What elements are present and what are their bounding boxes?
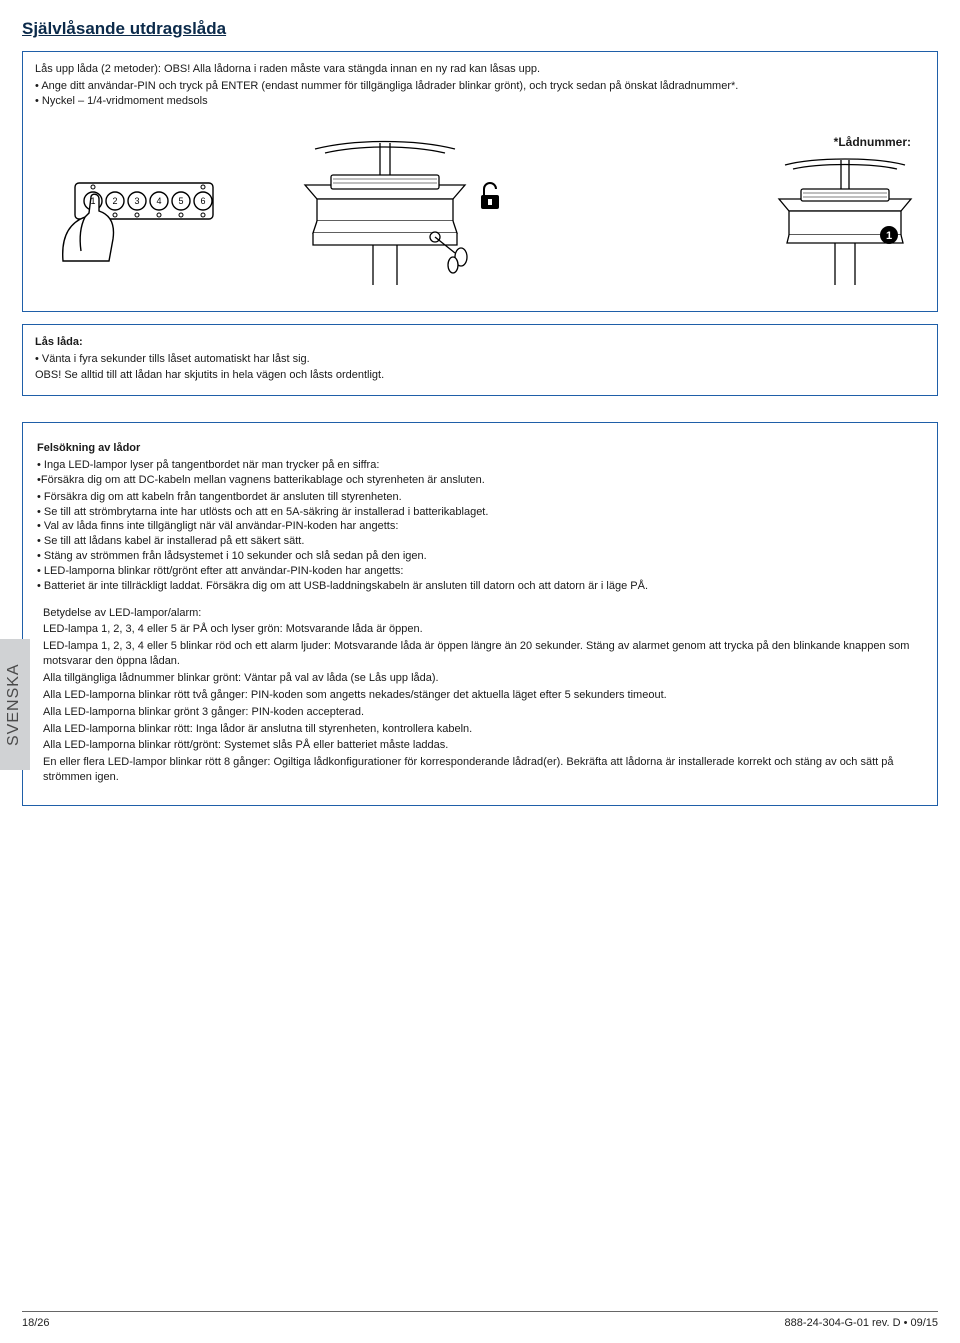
- drawer-number-illustration: *Lådnummer:: [765, 134, 925, 284]
- led-meaning-line: LED-lampa 1, 2, 3, 4 eller 5 blinkar röd…: [43, 639, 923, 669]
- page-footer: 18/26 888-24-304-G-01 rev. D • 09/15: [22, 1311, 938, 1331]
- led-meaning-line: Alla tillgängliga lådnummer blinkar grön…: [43, 671, 923, 686]
- lock-bullet-wait: Vänta i fyra sekunder tills låset automa…: [35, 352, 925, 367]
- svg-text:1: 1: [886, 230, 892, 242]
- troubleshoot-list2: Försäkra dig om att kabeln från tangentb…: [37, 490, 923, 594]
- lock-title: Lås låda:: [35, 335, 925, 350]
- svg-text:6: 6: [200, 196, 205, 206]
- page-title: Självlåsande utdragslåda: [22, 18, 938, 41]
- lock-bullets: Vänta i fyra sekunder tills låset automa…: [35, 352, 925, 367]
- language-tab: SVENSKA: [0, 639, 30, 770]
- svg-text:5: 5: [178, 196, 183, 206]
- unlock-bullet-key: Nyckel – 1/4-vridmoment medsols: [35, 94, 925, 109]
- ts-line: Försäkra dig om att kabeln från tangentb…: [37, 490, 923, 505]
- svg-text:2: 2: [112, 196, 117, 206]
- ts-line: Se till att strömbrytarna inte har utlös…: [37, 505, 923, 520]
- ts-line: LED-lamporna blinkar rött/grönt efter at…: [37, 564, 923, 579]
- led-meaning-line: Alla LED-lamporna blinkar rött två gånge…: [43, 688, 923, 703]
- ts-line: Inga LED-lampor lyser på tangentbordet n…: [37, 458, 923, 473]
- svg-text:1: 1: [90, 196, 95, 206]
- cart-key-illustration: [285, 135, 515, 285]
- ts-line: •Försäkra dig om att DC-kabeln mellan va…: [37, 473, 923, 488]
- unlock-bullet-pin: Ange ditt användar-PIN och tryck på ENTE…: [35, 79, 925, 94]
- troubleshoot-box: Felsökning av lådor Inga LED-lampor lyse…: [22, 422, 938, 806]
- led-meaning-line: Alla LED-lamporna blinkar rött: Inga låd…: [43, 722, 923, 737]
- unlock-drawer-box: Lås upp låda (2 metoder): OBS! Alla lådo…: [22, 51, 938, 312]
- svg-text:3: 3: [134, 196, 139, 206]
- led-meaning-line: Alla LED-lamporna blinkar rött/grönt: Sy…: [43, 738, 923, 753]
- led-meaning-line: Alla LED-lamporna blinkar grönt 3 gånger…: [43, 705, 923, 720]
- troubleshoot-heading: Felsökning av lådor: [37, 441, 923, 456]
- ts-line: Batteriet är inte tillräckligt laddat. F…: [37, 579, 923, 594]
- doc-revision: 888-24-304-G-01 rev. D • 09/15: [785, 1316, 938, 1331]
- unlock-bullets: Ange ditt användar-PIN och tryck på ENTE…: [35, 79, 925, 109]
- led-meaning-line: LED-lampa 1, 2, 3, 4 eller 5 är PÅ och l…: [43, 622, 923, 637]
- unlock-lead: Lås upp låda (2 metoder): OBS! Alla lådo…: [35, 62, 925, 77]
- keypad-illustration: 1 2 3 4 5 6: [55, 165, 225, 285]
- ts-line: Se till att lådans kabel är installerad …: [37, 534, 923, 549]
- lock-drawer-box: Lås låda: Vänta i fyra sekunder tills lå…: [22, 324, 938, 397]
- page-number: 18/26: [22, 1316, 50, 1331]
- led-meaning-head: Betydelse av LED-lampor/alarm:: [43, 606, 923, 621]
- lock-note: OBS! Se alltid till att lådan har skjuti…: [35, 368, 925, 383]
- ts-line: Val av låda finns inte tillgängligt när …: [37, 519, 923, 534]
- drawer-number-label: *Lådnummer:: [765, 134, 925, 150]
- led-meaning-line: En eller flera LED-lampor blinkar rött 8…: [43, 755, 923, 785]
- ts-line: Stäng av strömmen från lådsystemet i 10 …: [37, 549, 923, 564]
- svg-text:4: 4: [156, 196, 161, 206]
- troubleshoot-list: Inga LED-lampor lyser på tangentbordet n…: [37, 458, 923, 473]
